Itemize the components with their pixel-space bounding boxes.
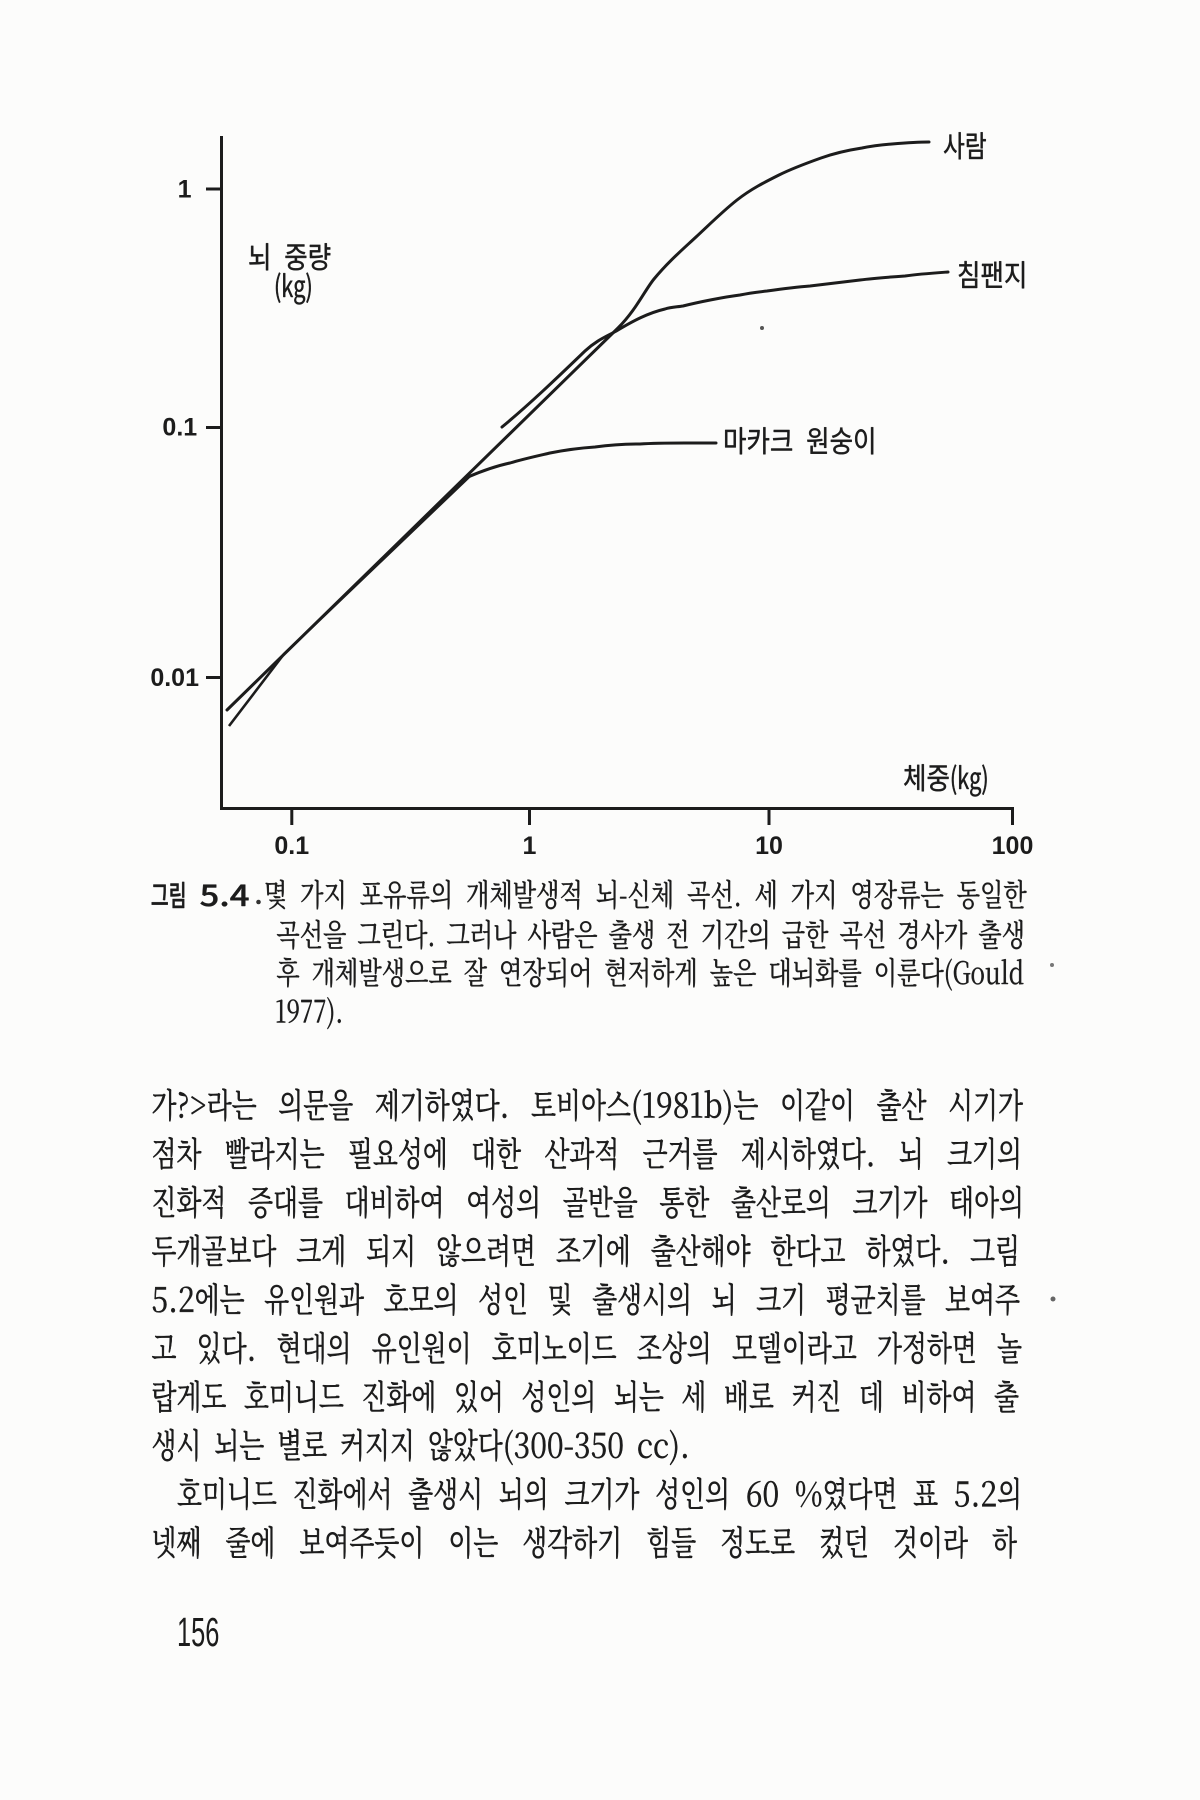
svg-text:0.1: 0.1	[274, 832, 309, 860]
svg-text:0.01: 0.01	[150, 664, 199, 692]
svg-text:10: 10	[755, 832, 783, 860]
svg-text:1: 1	[523, 832, 537, 860]
svg-text:0.1: 0.1	[162, 414, 197, 442]
svg-text:100: 100	[992, 832, 1034, 860]
svg-text:156: 156	[177, 1610, 219, 1656]
svg-text:1: 1	[178, 176, 192, 204]
